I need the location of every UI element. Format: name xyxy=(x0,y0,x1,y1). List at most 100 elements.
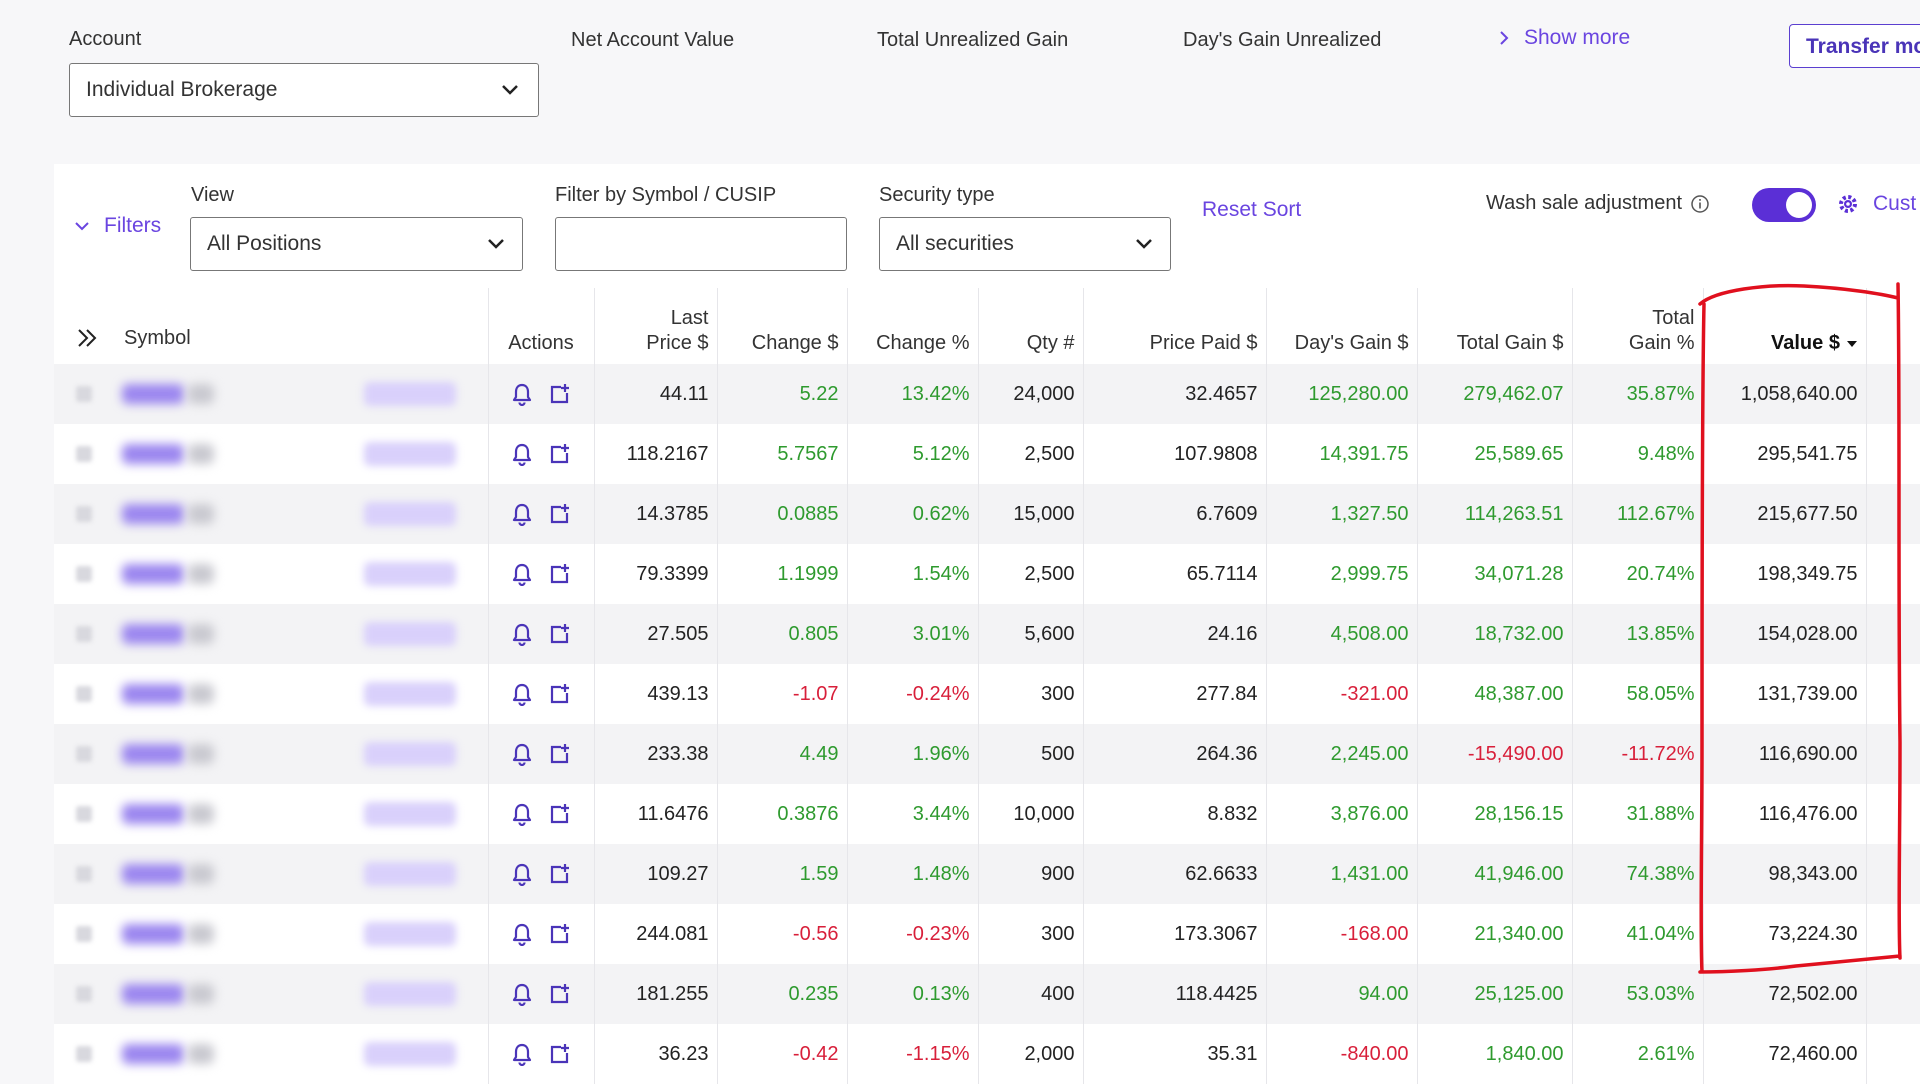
trade-icon[interactable] xyxy=(547,982,571,1006)
change-pct-header[interactable]: Change % xyxy=(846,288,978,364)
row-expand-icon[interactable] xyxy=(76,866,92,882)
symbol-link-redacted[interactable] xyxy=(122,564,184,584)
symbol-cell[interactable] xyxy=(54,844,488,904)
row-expand-icon[interactable] xyxy=(76,806,92,822)
symbol-cell[interactable] xyxy=(54,424,488,484)
bell-icon[interactable] xyxy=(511,682,533,706)
trade-icon[interactable] xyxy=(547,622,571,646)
table-row[interactable]: 118.2167 5.7567 5.12% 2,500 107.9808 14,391.7… xyxy=(54,424,1920,484)
bell-icon[interactable] xyxy=(511,442,533,466)
trade-icon[interactable] xyxy=(547,382,571,406)
symbol-cell[interactable] xyxy=(54,484,488,544)
symbol-cell[interactable] xyxy=(54,904,488,964)
customize-link[interactable]: Cust xyxy=(1837,192,1916,216)
trade-icon[interactable] xyxy=(547,1042,571,1066)
trade-icon[interactable] xyxy=(547,682,571,706)
row-expand-icon[interactable] xyxy=(76,566,92,582)
symbol-cell[interactable] xyxy=(54,724,488,784)
total-gain-pct-header[interactable]: Total Gain % xyxy=(1571,288,1703,364)
table-row[interactable]: 11.6476 0.3876 3.44% 10,000 8.832 3,876.00 28,… xyxy=(54,784,1920,844)
change-dollar-cell: -0.42 xyxy=(716,1024,847,1084)
reset-sort-link[interactable]: Reset Sort xyxy=(1202,198,1302,221)
row-expand-icon[interactable] xyxy=(76,746,92,762)
row-expand-icon[interactable] xyxy=(76,386,92,402)
symbol-link-redacted[interactable] xyxy=(122,444,184,464)
table-row[interactable]: 79.3399 1.1999 1.54% 2,500 65.7114 2,999.75 34… xyxy=(54,544,1920,604)
symbol-link-redacted[interactable] xyxy=(122,624,184,644)
trade-icon[interactable] xyxy=(547,742,571,766)
table-row[interactable]: 14.3785 0.0885 0.62% 15,000 6.7609 1,327.50 11… xyxy=(54,484,1920,544)
table-row[interactable]: 36.23 -0.42 -1.15% 2,000 35.31 -840.00 1,840.0… xyxy=(54,1024,1920,1084)
table-row[interactable]: 181.255 0.235 0.13% 400 118.4425 94.00 25,125.… xyxy=(54,964,1920,1024)
symbol-link-redacted[interactable] xyxy=(122,984,184,1004)
table-row[interactable]: 439.13 -1.07 -0.24% 300 277.84 -321.00 48,387.… xyxy=(54,664,1920,724)
table-row[interactable]: 109.27 1.59 1.48% 900 62.6633 1,431.00 41,946.… xyxy=(54,844,1920,904)
symbol-link-redacted[interactable] xyxy=(122,384,184,404)
bell-icon[interactable] xyxy=(511,1042,533,1066)
trade-icon[interactable] xyxy=(547,442,571,466)
change-dollar-header[interactable]: Change $ xyxy=(716,288,847,364)
view-select[interactable]: All Positions xyxy=(190,217,523,271)
trade-icon[interactable] xyxy=(547,922,571,946)
days-gain-header[interactable]: Day's Gain $ xyxy=(1265,288,1417,364)
value-cell: 215,677.50 xyxy=(1702,484,1866,544)
total-gain-cell: 21,340.00 xyxy=(1416,904,1572,964)
double-chevron-icon[interactable] xyxy=(76,327,98,349)
table-row[interactable]: 27.505 0.805 3.01% 5,600 24.16 4,508.00 18,732… xyxy=(54,604,1920,664)
last-price-header-line1: Last xyxy=(670,307,709,329)
show-more-link[interactable]: Show more xyxy=(1498,26,1630,50)
table-row[interactable]: 233.38 4.49 1.96% 500 264.36 2,245.00 -15,490.… xyxy=(54,724,1920,784)
row-expand-icon[interactable] xyxy=(76,986,92,1002)
bell-icon[interactable] xyxy=(511,382,533,406)
trade-icon[interactable] xyxy=(547,562,571,586)
symbol-link-redacted[interactable] xyxy=(122,804,184,824)
bell-icon[interactable] xyxy=(511,862,533,886)
symbol-link-redacted[interactable] xyxy=(122,684,184,704)
trade-icon[interactable] xyxy=(547,802,571,826)
total-gain-header[interactable]: Total Gain $ xyxy=(1416,288,1572,364)
symbol-cell[interactable] xyxy=(54,604,488,664)
table-row[interactable]: 244.081 -0.56 -0.23% 300 173.3067 -168.00 21,3… xyxy=(54,904,1920,964)
row-expand-icon[interactable] xyxy=(76,686,92,702)
bell-icon[interactable] xyxy=(511,742,533,766)
symbol-link-redacted[interactable] xyxy=(122,864,184,884)
row-expand-icon[interactable] xyxy=(76,626,92,642)
bell-icon[interactable] xyxy=(511,622,533,646)
symbol-cell[interactable] xyxy=(54,784,488,844)
row-expand-icon[interactable] xyxy=(76,446,92,462)
symbol-header[interactable]: Symbol xyxy=(54,288,488,364)
symbol-link-redacted[interactable] xyxy=(122,504,184,524)
symbol-link-redacted[interactable] xyxy=(122,1044,184,1064)
bell-icon[interactable] xyxy=(511,502,533,526)
symbol-cell[interactable] xyxy=(54,1024,488,1084)
symbol-cell[interactable] xyxy=(54,544,488,604)
bell-icon[interactable] xyxy=(511,982,533,1006)
symbol-cell[interactable] xyxy=(54,364,488,424)
symbol-link-redacted[interactable] xyxy=(122,744,184,764)
row-expand-icon[interactable] xyxy=(76,1046,92,1062)
symbol-link-redacted[interactable] xyxy=(122,924,184,944)
bell-icon[interactable] xyxy=(511,802,533,826)
info-icon[interactable] xyxy=(1690,194,1710,214)
last-price-header[interactable]: Last Price $ xyxy=(593,288,717,364)
table-row[interactable]: 44.11 5.22 13.42% 24,000 32.4657 125,280.00 27… xyxy=(54,364,1920,424)
total-gain-pct-cell: 74.38% xyxy=(1571,844,1703,904)
trade-icon[interactable] xyxy=(547,862,571,886)
filters-toggle[interactable]: Filters xyxy=(74,214,161,238)
row-expand-icon[interactable] xyxy=(76,926,92,942)
symbol-cell[interactable] xyxy=(54,664,488,724)
row-expand-icon[interactable] xyxy=(76,506,92,522)
wash-sale-toggle[interactable] xyxy=(1752,188,1816,222)
trade-icon[interactable] xyxy=(547,502,571,526)
bell-icon[interactable] xyxy=(511,922,533,946)
value-header[interactable]: Value $ xyxy=(1702,288,1866,364)
last-price-cell: 14.3785 xyxy=(593,484,717,544)
security-type-select[interactable]: All securities xyxy=(879,217,1171,271)
price-paid-header[interactable]: Price Paid $ xyxy=(1082,288,1266,364)
symbol-cell[interactable] xyxy=(54,964,488,1024)
symbol-filter-input[interactable] xyxy=(555,217,847,271)
transfer-money-button[interactable]: Transfer mo xyxy=(1789,24,1920,68)
qty-header[interactable]: Qty # xyxy=(977,288,1083,364)
bell-icon[interactable] xyxy=(511,562,533,586)
account-select[interactable]: Individual Brokerage xyxy=(69,63,539,117)
